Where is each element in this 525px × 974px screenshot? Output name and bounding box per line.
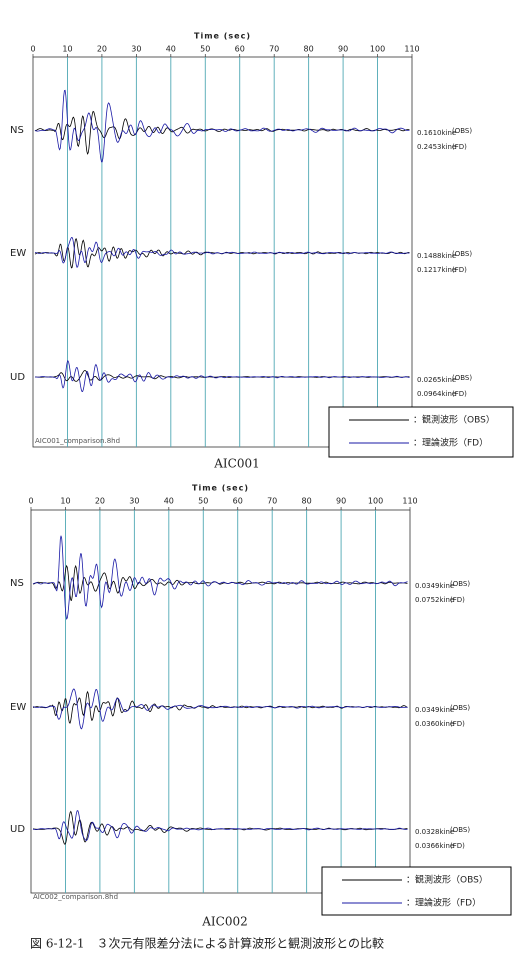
amplitude-tag: (OBS) (452, 127, 472, 135)
component-label: EW (10, 702, 26, 713)
waveform (32, 535, 408, 620)
x-tick-label: 40 (166, 45, 176, 54)
x-tick-label: 100 (368, 497, 383, 506)
x-tick-label: 60 (233, 497, 243, 506)
amplitude-tag: (OBS) (452, 250, 472, 258)
waveform (32, 688, 408, 730)
x-tick-label: 10 (60, 497, 70, 506)
component-label: UD (10, 824, 25, 835)
amplitude-label: 0.1610kine (417, 129, 456, 137)
amplitude-tag: (OBS) (450, 580, 470, 588)
amplitude-tag: (FD) (450, 596, 465, 604)
file-name: AIC002_comparison.8hd (33, 893, 118, 901)
legend-label: ：観測波形（OBS） (413, 414, 495, 426)
amplitude-tag: (FD) (452, 143, 467, 151)
amplitude-label: 0.1217kine (417, 266, 456, 274)
amplitude-tag: (FD) (452, 390, 467, 398)
figure-caption: 図 6-12-1 ３次元有限差分法による計算波形と観測波形との比較 (30, 936, 384, 951)
panel-caption: AIC001 (213, 457, 260, 471)
amplitude-label: 0.0964kine (417, 390, 456, 398)
amplitude-label: 0.0349kine (415, 706, 454, 714)
panel-caption: AIC002 (201, 915, 248, 929)
component-label: NS (10, 125, 24, 136)
x-tick-label: 10 (62, 45, 72, 54)
legend-box (321, 866, 512, 916)
waveform (34, 110, 410, 155)
x-tick-label: 110 (402, 497, 417, 506)
amplitude-label: 0.0328kine (415, 828, 454, 836)
x-tick-label: 50 (200, 45, 210, 54)
x-tick-label: 0 (30, 45, 35, 54)
amplitude-label: 0.0265kine (417, 376, 456, 384)
amplitude-label: 0.0366kine (415, 842, 454, 850)
legend-box (328, 406, 514, 458)
x-tick-label: 20 (97, 45, 107, 54)
amplitude-tag: (FD) (450, 720, 465, 728)
x-tick-label: 40 (164, 497, 174, 506)
amplitude-tag: (OBS) (450, 704, 470, 712)
amplitude-label: 0.2453kine (417, 143, 456, 151)
x-tick-label: 30 (131, 45, 141, 54)
component-label: UD (10, 372, 25, 383)
x-tick-label: 70 (269, 45, 279, 54)
axis-title: Time (sec) (192, 484, 249, 493)
x-tick-label: 70 (267, 497, 277, 506)
amplitude-tag: (FD) (450, 842, 465, 850)
waveform (32, 810, 408, 841)
x-tick-label: 30 (129, 497, 139, 506)
x-tick-label: 50 (198, 497, 208, 506)
x-tick-label: 0 (28, 497, 33, 506)
x-tick-label: 90 (336, 497, 346, 506)
legend-label: ：理論波形（FD） (406, 897, 481, 909)
x-tick-label: 80 (302, 497, 312, 506)
x-tick-label: 60 (235, 45, 245, 54)
file-name: AIC001_comparison.8hd (35, 437, 120, 445)
amplitude-label: 0.0349kine (415, 582, 454, 590)
amplitude-tag: (OBS) (452, 374, 472, 382)
legend-label: ：観測波形（OBS） (406, 874, 488, 886)
x-tick-label: 20 (95, 497, 105, 506)
plot-frame (32, 56, 413, 448)
x-tick-label: 100 (370, 45, 385, 54)
plot-frame (30, 509, 411, 894)
component-label: EW (10, 248, 26, 259)
x-tick-label: 90 (338, 45, 348, 54)
waveform (34, 370, 410, 382)
axis-title: Time (sec) (194, 32, 251, 41)
x-tick-label: 110 (404, 45, 419, 54)
waveform (32, 810, 408, 845)
x-tick-label: 80 (304, 45, 314, 54)
waveform (34, 237, 410, 268)
amplitude-label: 0.0360kine (415, 720, 454, 728)
component-label: NS (10, 578, 24, 589)
amplitude-tag: (OBS) (450, 826, 470, 834)
waveform (33, 690, 408, 724)
waveform (34, 89, 410, 163)
amplitude-label: 0.0752kine (415, 596, 454, 604)
waveform (34, 359, 410, 392)
legend-label: ：理論波形（FD） (413, 437, 488, 449)
amplitude-tag: (FD) (452, 266, 467, 274)
amplitude-label: 0.1488kine (417, 252, 456, 260)
